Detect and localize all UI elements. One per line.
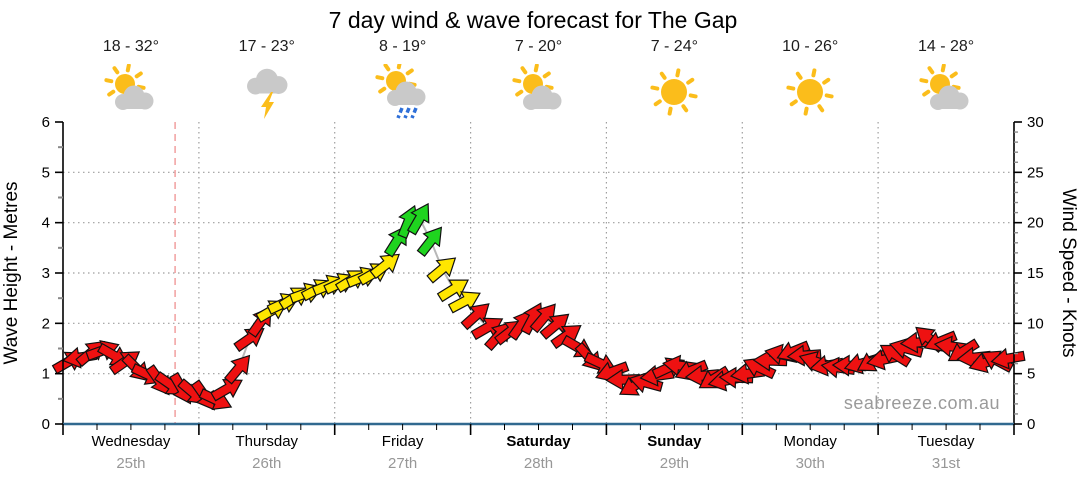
partly-cloudy-icon bbox=[104, 63, 154, 110]
partly-cloudy-icon bbox=[919, 63, 969, 110]
watermark: seabreeze.com.au bbox=[843, 393, 1000, 413]
temp-friday: 8 - 19° bbox=[378, 38, 427, 55]
wind-arrow bbox=[605, 368, 641, 391]
wind-arrow bbox=[888, 337, 924, 360]
wind-arrow bbox=[426, 257, 457, 284]
right-axis-tick-label: 20 bbox=[1027, 215, 1044, 232]
temp-monday: 10 - 26° bbox=[782, 38, 839, 55]
weather-icon-friday bbox=[375, 60, 431, 122]
left-axis-tick-label: 0 bbox=[42, 416, 50, 433]
wind-arrow bbox=[879, 344, 912, 368]
sunny-icon bbox=[650, 68, 698, 116]
wind-arrow bbox=[223, 354, 251, 385]
partly-cloudy-icon bbox=[511, 63, 561, 110]
left-axis-tick-label: 4 bbox=[42, 215, 50, 232]
right-axis-title: Wind Speed - Knots bbox=[1058, 189, 1079, 358]
left-axis-tick-label: 6 bbox=[42, 114, 50, 131]
wind-arrow bbox=[628, 371, 664, 394]
wind-arrow bbox=[369, 253, 400, 280]
right-axis-tick-label: 10 bbox=[1027, 315, 1044, 332]
day-label-monday: Monday bbox=[783, 433, 837, 450]
temp-wednesday: 18 - 32° bbox=[102, 38, 160, 55]
day-date-sunday: 29th bbox=[659, 455, 689, 472]
temp-thursday: 17 - 23° bbox=[238, 38, 295, 55]
day-label-thursday: Thursday bbox=[235, 433, 299, 450]
right-axis-tick-label: 0 bbox=[1027, 416, 1035, 433]
wind-arrow bbox=[990, 347, 1026, 370]
weather-icon-wednesday bbox=[103, 63, 159, 122]
right-axis-tick-label: 15 bbox=[1027, 265, 1044, 282]
right-axis-tick-label: 5 bbox=[1027, 366, 1035, 383]
left-axis-tick-label: 3 bbox=[42, 265, 50, 282]
wind-arrow bbox=[529, 303, 556, 334]
wind-arrow bbox=[460, 303, 490, 331]
day-date-monday: 30th bbox=[795, 455, 825, 472]
day-date-saturday: 28th bbox=[523, 455, 554, 472]
wind-arrow bbox=[436, 279, 469, 303]
temp-sunday: 7 - 24° bbox=[650, 38, 698, 55]
wind-arrow bbox=[539, 313, 570, 340]
weather-icon-tuesday bbox=[918, 63, 974, 122]
weather-icon-thursday bbox=[239, 64, 295, 122]
day-date-tuesday: 31st bbox=[931, 455, 961, 472]
sunny-icon bbox=[786, 68, 834, 116]
left-axis-tick-label: 5 bbox=[42, 164, 50, 181]
temp-tuesday: 14 - 28° bbox=[917, 38, 975, 55]
wind-arrow bbox=[406, 202, 430, 236]
day-label-sunday: Sunday bbox=[647, 433, 702, 450]
sun-cloud-rain-icon bbox=[375, 60, 426, 119]
day-label-wednesday: Wednesday bbox=[91, 433, 171, 450]
right-axis-tick-label: 25 bbox=[1027, 164, 1044, 181]
weather-icon-saturday bbox=[511, 63, 567, 122]
left-axis-title: Wave Height - Metres bbox=[1, 181, 22, 364]
weather-icon-sunday bbox=[646, 64, 702, 122]
wind-arrow bbox=[447, 291, 481, 314]
day-date-thursday: 26th bbox=[252, 455, 282, 472]
page-title: 7 day wind & wave forecast for The Gap bbox=[328, 7, 738, 33]
temp-saturday: 7 - 20° bbox=[514, 38, 563, 55]
thunderstorm-icon bbox=[246, 68, 288, 119]
day-label-tuesday: Tuesday bbox=[917, 433, 975, 450]
wind-arrow bbox=[416, 226, 443, 258]
day-label-friday: Friday bbox=[381, 433, 424, 450]
day-date-friday: 27th bbox=[388, 455, 418, 472]
right-axis-tick-label: 30 bbox=[1027, 114, 1044, 131]
left-axis-tick-label: 1 bbox=[42, 366, 50, 383]
left-axis-tick-label: 2 bbox=[42, 315, 50, 332]
weather-icon-monday bbox=[782, 64, 838, 122]
wind-arrow bbox=[742, 357, 777, 380]
day-label-saturday: Saturday bbox=[506, 433, 571, 450]
day-date-wednesday: 25th bbox=[116, 455, 146, 472]
wind-arrow bbox=[210, 379, 243, 402]
